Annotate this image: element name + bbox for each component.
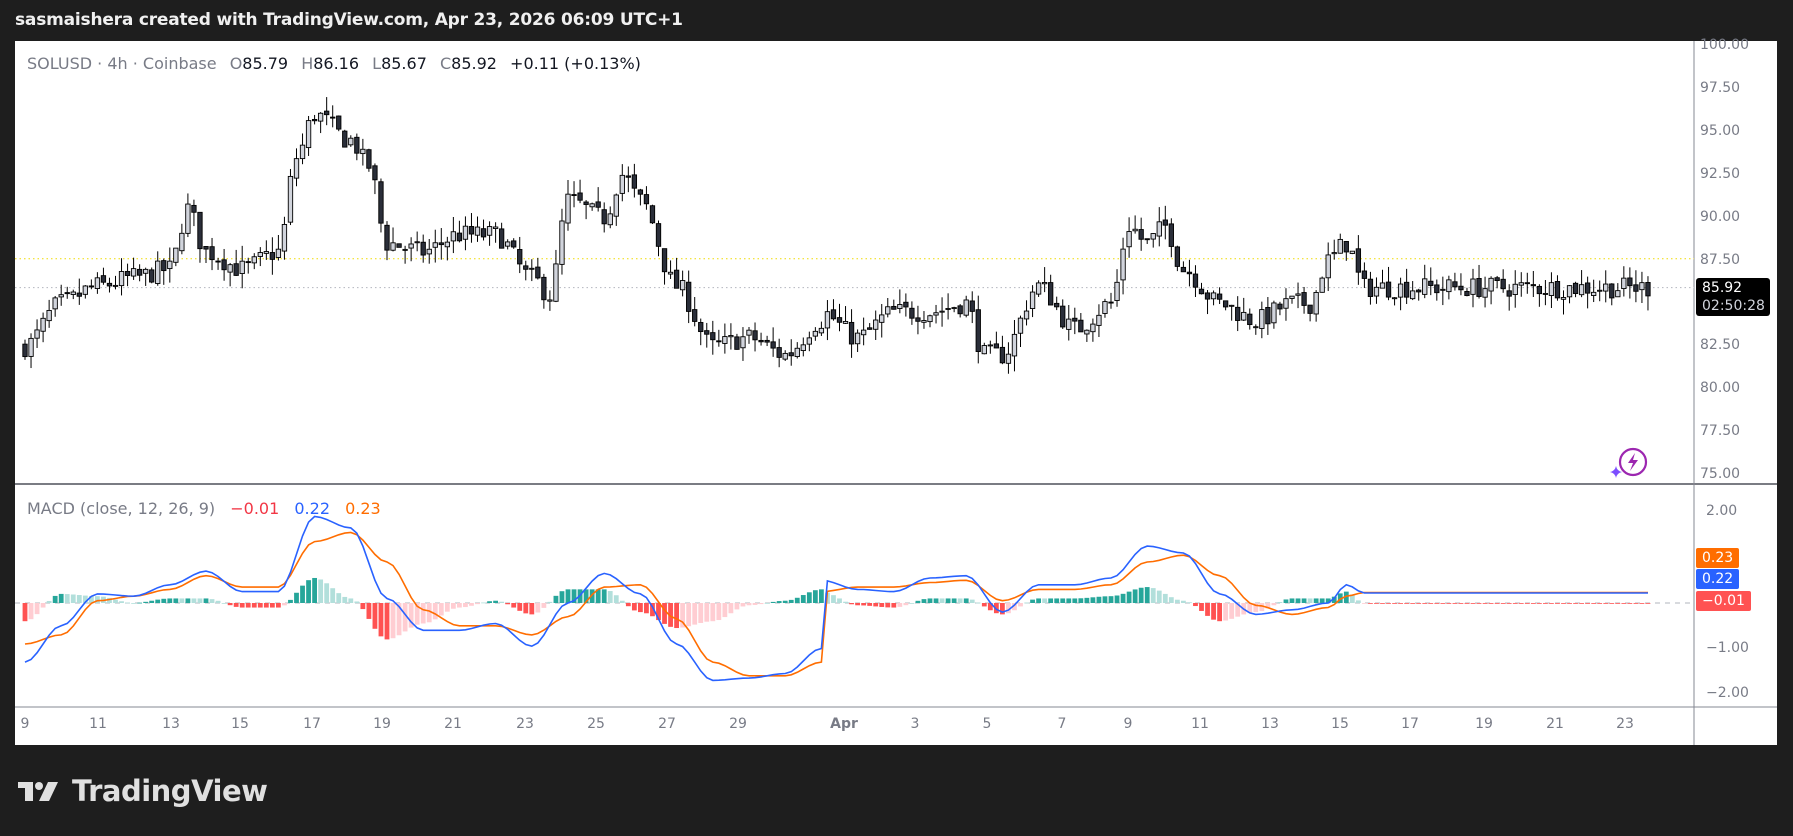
macd-indicator-title[interactable]: MACD (close, 12, 26, 9)	[27, 499, 216, 518]
interval[interactable]: 4h	[107, 54, 128, 73]
change-value: +0.11 (+0.13%)	[510, 54, 641, 73]
price-axis-label: 82.50	[1700, 337, 1741, 354]
price-axis-label: 100.00	[1700, 37, 1749, 53]
time-axis-label: Apr	[830, 716, 858, 732]
lightning-assistant-icon[interactable]	[1608, 446, 1652, 486]
time-axis-label: 21	[444, 716, 462, 732]
time-axis-label: 29	[729, 716, 747, 732]
open-label: O	[229, 54, 243, 73]
time-axis-label: 19	[1475, 716, 1493, 732]
separator: ·	[127, 54, 143, 73]
macd-line-value: 0.22	[294, 499, 330, 518]
time-axis-label: 17	[303, 716, 321, 732]
time-axis-label: 15	[1331, 716, 1349, 732]
separator: ·	[92, 54, 108, 73]
macd-signal-tag: 0.23	[1696, 548, 1740, 568]
time-axis-label: 7	[1057, 716, 1067, 732]
macd-line-tag: 0.22	[1696, 569, 1740, 589]
time-axis-label: 13	[1261, 716, 1279, 732]
macd-axis-label: 2.00	[1706, 503, 1738, 519]
open-value: 85.79	[242, 54, 289, 73]
current-price-tag: 85.92 02:50:28	[1696, 278, 1770, 316]
low-label: L	[372, 54, 382, 73]
bar-countdown: 02:50:28	[1702, 298, 1765, 314]
tradingview-logo[interactable]: TradingView	[18, 774, 268, 808]
close-label: C	[439, 54, 452, 73]
time-axis-label: 23	[1616, 716, 1634, 732]
macd-legend: MACD (close, 12, 26, 9) −0.01 0.22 0.23	[27, 499, 381, 518]
time-axis-label: 9	[1123, 716, 1133, 732]
time-axis-label: 9	[20, 716, 30, 732]
macd-histogram-value: −0.01	[230, 499, 280, 518]
macd-line	[24, 515, 1648, 682]
macd-histogram-tag: −0.01	[1696, 591, 1751, 611]
high-value: 86.16	[313, 54, 360, 73]
chart-frame[interactable]	[15, 41, 1777, 745]
macd-signal-value: 0.23	[345, 499, 381, 518]
exchange: Coinbase	[142, 54, 217, 73]
time-axis-label: 11	[1191, 716, 1209, 732]
time-axis-label: 15	[231, 716, 249, 732]
price-axis-label: 75.00	[1700, 466, 1741, 482]
current-price: 85.92	[1702, 280, 1743, 296]
time-axis-label: 27	[658, 716, 676, 732]
tradingview-logo-icon	[18, 782, 58, 801]
symbol-name[interactable]: SOLUSD	[27, 54, 93, 73]
tradingview-logo-text: TradingView	[72, 774, 268, 808]
price-axis-label: 95.00	[1700, 122, 1741, 139]
price-axis-label: 87.50	[1700, 251, 1741, 268]
high-label: H	[301, 54, 314, 73]
price-axis-label: 77.50	[1700, 423, 1741, 440]
time-axis-label: 3	[910, 716, 920, 732]
time-axis-label: 21	[1546, 716, 1564, 732]
time-axis-label: 13	[162, 716, 180, 732]
price-axis-label: 80.00	[1700, 380, 1741, 397]
close-value: 85.92	[451, 54, 497, 73]
price-axis-label: 90.00	[1700, 208, 1741, 225]
symbol-legend: SOLUSD · 4h · Coinbase O85.79 H86.16 L85…	[27, 54, 641, 73]
price-axis-label: 92.50	[1700, 165, 1741, 182]
macd-axis-label: −1.00	[1706, 639, 1749, 656]
candles	[22, 97, 1651, 374]
time-axis-label: 19	[373, 716, 391, 732]
time-axis-label: 11	[89, 716, 107, 732]
chart-title-bar: sasmaishera created with TradingView.com…	[15, 10, 683, 30]
time-axis-label: 23	[516, 716, 534, 732]
price-axis-label: 97.50	[1700, 79, 1741, 96]
low-value: 85.67	[381, 54, 427, 73]
time-axis-label: 17	[1401, 716, 1419, 732]
macd-axis-label: −2.00	[1706, 685, 1749, 701]
time-axis-label: 25	[587, 716, 605, 732]
time-axis-label: 5	[982, 716, 992, 732]
